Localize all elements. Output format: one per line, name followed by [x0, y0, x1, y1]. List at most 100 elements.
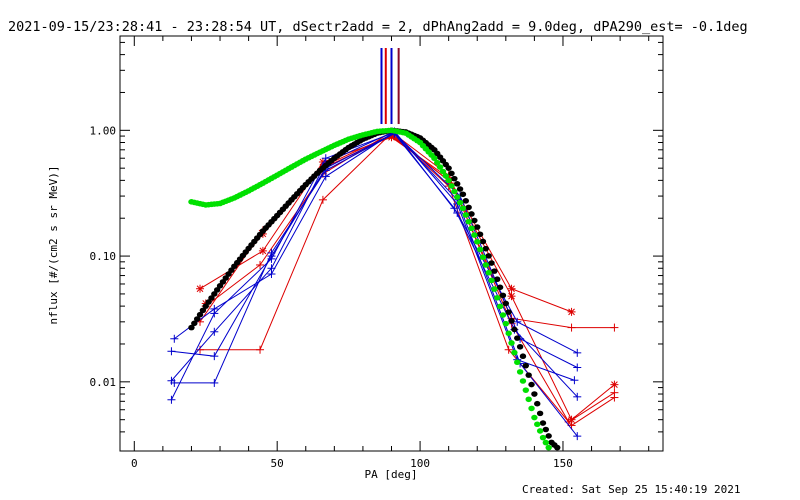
fit-dot: [468, 211, 475, 217]
fit-dot: [545, 444, 552, 451]
data-point: [258, 246, 267, 255]
fit-dot: [459, 191, 467, 198]
fit-dot: [531, 414, 538, 421]
data-point: [573, 348, 582, 357]
fit-dot: [462, 212, 470, 218]
y-tick-label: 0.10: [90, 250, 117, 263]
fit-dot: [479, 254, 487, 261]
data-point: [210, 352, 219, 361]
fit-dot: [525, 372, 532, 378]
fit-dot: [534, 400, 541, 407]
series-black-fit: [188, 127, 561, 451]
fit-dot: [482, 245, 490, 252]
data-point: [318, 195, 327, 204]
data-point: [573, 363, 582, 372]
fit-dot: [525, 396, 532, 403]
fit-dot: [465, 218, 472, 225]
fit-dot: [445, 177, 452, 184]
fit-dot: [188, 324, 195, 331]
fit-dot: [508, 340, 515, 346]
fit-dot: [539, 420, 547, 426]
fit-dot: [499, 312, 507, 318]
data-point: [196, 284, 205, 293]
fit-dot: [499, 292, 507, 299]
fit-dot: [454, 194, 461, 200]
series-blue-3: [167, 127, 579, 385]
fit-dot: [208, 295, 215, 301]
fit-dot: [522, 362, 530, 369]
data-point: [267, 264, 276, 273]
fit-dot: [528, 405, 535, 412]
fit-dot: [482, 262, 490, 268]
series-line: [171, 132, 578, 368]
marker-stroke: [508, 285, 515, 293]
fit-dot: [202, 303, 209, 309]
fit-dot: [496, 303, 504, 310]
y-tick-label: 0.01: [90, 376, 117, 389]
data-point: [610, 323, 619, 332]
fit-dot: [456, 199, 464, 206]
fit-dot: [431, 155, 438, 162]
fit-dot: [191, 320, 198, 327]
fit-dot: [456, 186, 464, 192]
fit-dot: [439, 168, 447, 175]
fit-dot: [468, 225, 475, 232]
data-point: [610, 380, 619, 389]
fit-dot: [505, 330, 512, 337]
fit-dot: [502, 320, 510, 327]
marker-stroke: [259, 247, 267, 255]
data-point: [321, 154, 330, 163]
fit-dot: [199, 307, 207, 314]
fit-dot: [474, 238, 481, 245]
fit-dot: [491, 268, 498, 274]
x-tick-label: 150: [553, 457, 573, 470]
fit-dot: [516, 369, 524, 375]
marker-stroke: [196, 285, 204, 293]
fit-dot: [448, 170, 455, 177]
fit-dot: [479, 238, 487, 245]
fit-dot: [536, 428, 544, 434]
series-blue-4: [167, 128, 582, 441]
fit-dot: [502, 300, 510, 307]
chart-title: 2021-09-15/23:28:41 - 23:28:54 UT, dSect…: [8, 19, 748, 35]
fit-dot: [476, 246, 484, 253]
fit-dot: [462, 198, 470, 204]
fit-dot: [205, 299, 212, 305]
fit-dot: [511, 349, 518, 356]
series-line: [205, 131, 615, 423]
fit-dot: [511, 326, 518, 333]
axes-layer: 0 50 100 150 1.00 0.10 0.01: [90, 35, 664, 470]
fit-dot: [471, 232, 478, 238]
data-point: [450, 204, 459, 213]
data-point: [507, 284, 516, 293]
series-green-fit: [188, 127, 552, 451]
data-point: [507, 292, 516, 301]
x-tick-label: 100: [410, 457, 430, 470]
fit-dot: [519, 378, 527, 384]
fit-dot: [522, 387, 530, 393]
marker-stroke: [568, 308, 575, 316]
fit-dot: [491, 286, 498, 292]
fit-dot: [545, 433, 552, 439]
data-point: [256, 260, 265, 269]
series-red-3: [196, 130, 619, 332]
fit-dot: [528, 381, 535, 388]
data-point: [167, 347, 176, 356]
fit-dot: [451, 175, 458, 182]
fit-dot: [448, 183, 455, 189]
data-point: [573, 432, 582, 441]
data-point: [167, 395, 176, 404]
fit-dot: [196, 311, 204, 318]
fit-dot: [542, 426, 550, 433]
data-point: [210, 327, 219, 336]
fit-dot: [505, 309, 512, 315]
fit-dot: [445, 165, 452, 171]
data-point: [196, 345, 205, 354]
data-point: [170, 334, 179, 343]
y-tick-label: 1.00: [90, 124, 117, 137]
fit-dot: [516, 343, 524, 350]
fit-dot: [476, 231, 484, 238]
fit-dot: [514, 335, 521, 341]
